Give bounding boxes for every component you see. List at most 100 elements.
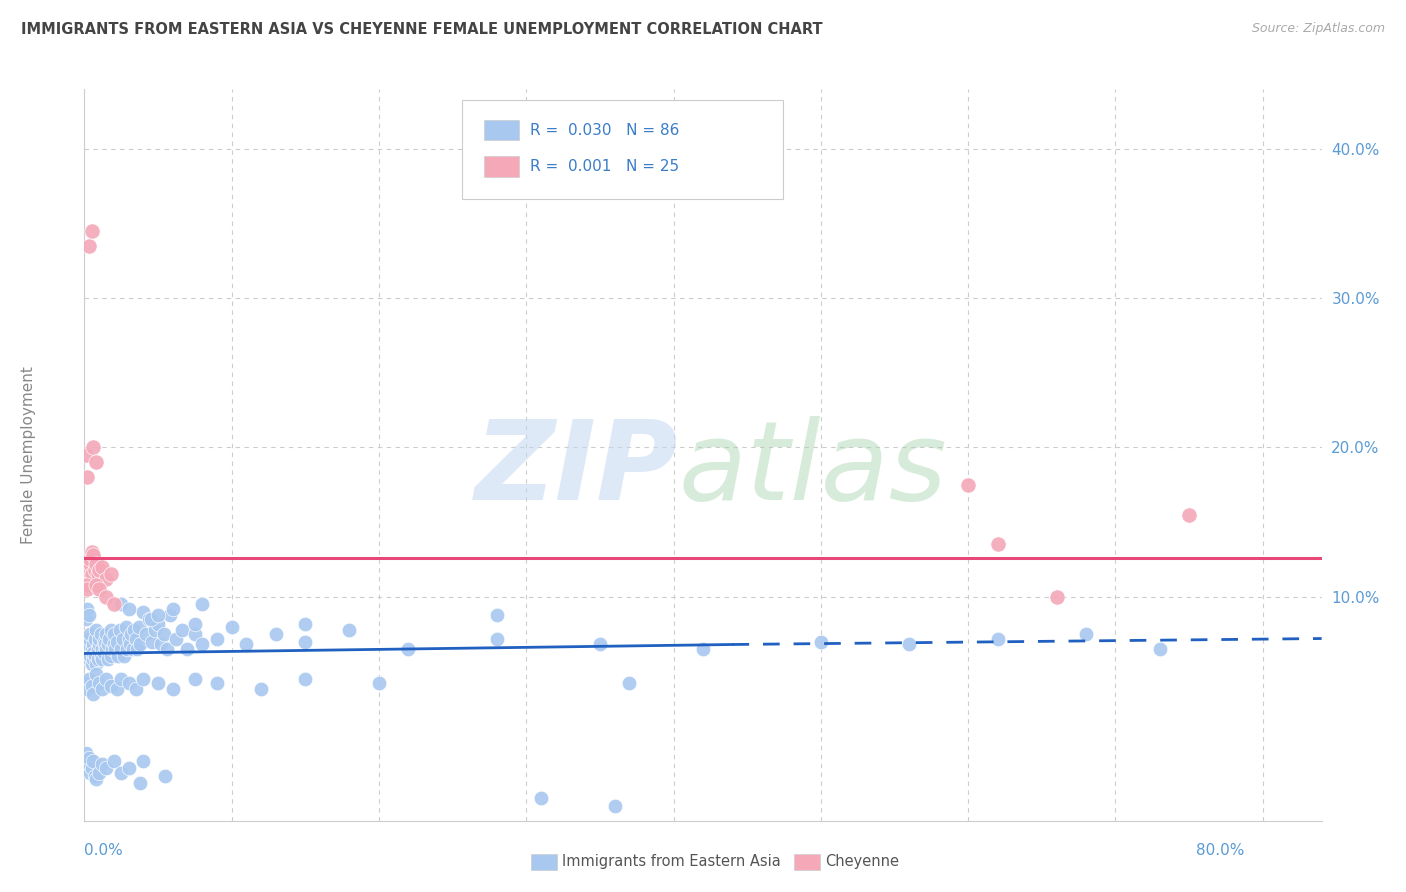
Point <box>162 682 184 697</box>
Point <box>117 632 139 646</box>
Point <box>83 769 105 783</box>
Point <box>103 627 125 641</box>
Point <box>957 477 980 491</box>
Point <box>264 627 287 641</box>
Point <box>79 627 101 641</box>
Point <box>149 638 172 652</box>
Point <box>170 623 193 637</box>
Point <box>75 612 97 626</box>
Point <box>191 597 214 611</box>
Point <box>191 638 214 652</box>
Text: Cheyenne: Cheyenne <box>825 855 900 869</box>
Point <box>184 627 207 641</box>
Point <box>127 642 149 657</box>
Point <box>79 649 101 664</box>
Point <box>139 612 162 626</box>
Text: R =  0.030   N = 86: R = 0.030 N = 86 <box>530 123 679 137</box>
Point <box>90 627 112 641</box>
Point <box>76 601 98 615</box>
Point <box>146 676 169 690</box>
Point <box>82 441 104 455</box>
Point <box>368 676 391 690</box>
Point <box>121 627 143 641</box>
Text: IMMIGRANTS FROM EASTERN ASIA VS CHEYENNE FEMALE UNEMPLOYMENT CORRELATION CHART: IMMIGRANTS FROM EASTERN ASIA VS CHEYENNE… <box>21 22 823 37</box>
Point <box>82 687 104 701</box>
Point <box>250 682 273 697</box>
Point <box>77 632 100 646</box>
Point <box>156 642 179 657</box>
Point <box>84 623 107 637</box>
Point <box>898 638 921 652</box>
Point <box>82 638 104 652</box>
Point <box>76 563 98 577</box>
Point <box>117 761 139 775</box>
Point <box>80 545 103 559</box>
Point <box>86 567 108 582</box>
Point <box>75 649 97 664</box>
Point <box>135 627 157 641</box>
Point <box>96 590 118 604</box>
Point <box>155 769 177 783</box>
Point <box>235 638 257 652</box>
Point <box>77 652 100 666</box>
Point <box>110 597 132 611</box>
Text: Source: ZipAtlas.com: Source: ZipAtlas.com <box>1251 22 1385 36</box>
Point <box>692 642 714 657</box>
Point <box>84 667 107 681</box>
Point <box>124 623 146 637</box>
Point <box>603 798 626 813</box>
Point <box>75 747 97 761</box>
Point <box>184 616 207 631</box>
Point <box>132 605 155 619</box>
Point <box>184 672 207 686</box>
Point <box>76 638 98 652</box>
Point <box>110 765 132 780</box>
Point <box>103 638 125 652</box>
Point <box>93 647 115 661</box>
Point <box>83 632 105 646</box>
Point <box>86 652 108 666</box>
Point <box>103 754 125 768</box>
Point <box>129 638 152 652</box>
Point <box>117 676 139 690</box>
Point <box>165 632 187 646</box>
Point <box>128 619 150 633</box>
Point <box>485 607 508 622</box>
Point <box>339 623 361 637</box>
Point <box>82 652 104 666</box>
Point <box>98 632 121 646</box>
Point <box>530 791 553 805</box>
Text: R =  0.001   N = 25: R = 0.001 N = 25 <box>530 160 679 174</box>
Bar <box>484 156 519 177</box>
Point <box>987 632 1010 646</box>
Point <box>96 627 118 641</box>
Point <box>87 638 110 652</box>
Point <box>91 560 114 574</box>
Point <box>294 672 316 686</box>
Point <box>84 578 107 592</box>
Point <box>96 761 118 775</box>
Point <box>77 607 100 622</box>
Point <box>80 679 103 693</box>
Point <box>141 634 163 648</box>
Point <box>118 638 141 652</box>
Point <box>1149 642 1171 657</box>
Point <box>100 567 122 582</box>
Point <box>107 649 129 664</box>
Point <box>75 448 97 462</box>
Point <box>111 632 134 646</box>
Point <box>80 224 103 238</box>
Point <box>159 607 181 622</box>
Text: 0.0%: 0.0% <box>84 843 124 858</box>
Text: atlas: atlas <box>678 416 946 523</box>
Point <box>75 676 97 690</box>
Point <box>75 642 97 657</box>
Point <box>79 552 101 566</box>
Point <box>105 634 128 648</box>
Point <box>96 642 118 657</box>
Point <box>1045 590 1067 604</box>
Point <box>485 632 508 646</box>
Point <box>117 601 139 615</box>
Point <box>105 682 128 697</box>
Point <box>94 638 117 652</box>
